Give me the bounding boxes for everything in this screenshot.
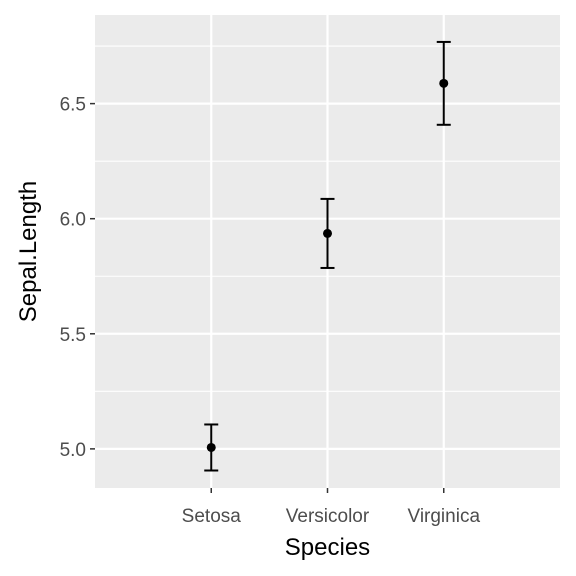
data-points <box>206 78 449 452</box>
data-point <box>439 78 449 88</box>
x-tick-label: Versicolor <box>286 506 370 527</box>
data-point <box>206 442 216 452</box>
y-tick-label: 5.5 <box>60 325 86 346</box>
x-axis-title: Species <box>285 534 370 561</box>
data-point <box>323 228 332 238</box>
x-tick-label: Setosa <box>182 506 242 527</box>
y-axis-title: Sepal.Length <box>15 181 42 322</box>
x-axis-ticks: Setosa Versicolor Virginica <box>182 488 480 527</box>
x-tick-label: Virginica <box>407 506 480 527</box>
y-tick-label: 5.0 <box>60 440 86 461</box>
y-tick-label: 6.0 <box>60 210 86 231</box>
y-axis-ticks: 5.0 5.5 6.0 6.5 <box>60 95 95 461</box>
y-tick-label: 6.5 <box>60 95 86 116</box>
